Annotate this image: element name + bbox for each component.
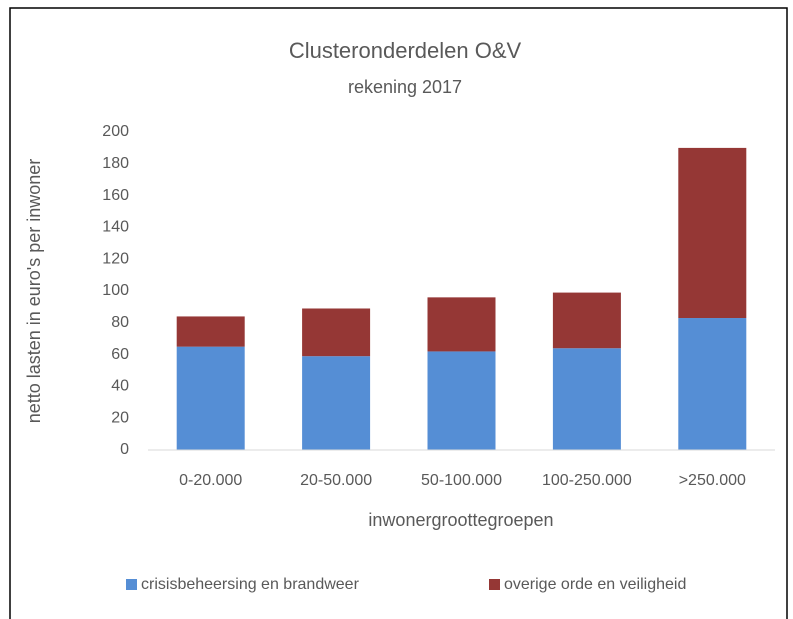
y-tick-label: 40 [111,378,129,395]
bar-segment [552,348,621,450]
bar-segment [302,356,371,450]
y-tick-label: 20 [111,409,129,426]
y-tick-label: 80 [111,314,129,331]
bar-segment [427,297,496,352]
y-tick-label: 60 [111,346,129,363]
y-tick-label: 200 [102,123,129,140]
legend-label: overige orde en veiligheid [504,576,686,593]
y-axis-title: netto lasten in euro's per inwoner [24,159,44,424]
y-tick-label: 100 [102,282,129,299]
chart-title: Clusteronderdelen O&V [289,38,522,63]
bar-segment [427,351,496,450]
y-tick-label: 180 [102,155,129,172]
x-tick-label: 50-100.000 [421,472,502,489]
legend-label: crisisbeheersing en brandweer [141,576,360,593]
legend-swatch [489,579,500,590]
bar-segment [176,346,245,450]
x-tick-label: 100-250.000 [542,472,632,489]
bar-segment [678,318,747,450]
x-axis-title: inwonergroottegroepen [368,510,553,530]
bar-segment [552,292,621,349]
bar-segment [678,147,747,319]
legend-swatch [126,579,137,590]
bar-segment [176,316,245,347]
y-tick-label: 160 [102,187,129,204]
chart-frame [9,7,788,619]
y-tick-label: 140 [102,219,129,236]
chart-subtitle: rekening 2017 [348,77,462,97]
x-tick-label: 0-20.000 [179,472,242,489]
x-tick-label: 20-50.000 [300,472,372,489]
x-tick-label: >250.000 [679,472,746,489]
bar-segment [302,308,371,357]
y-tick-label: 120 [102,250,129,267]
y-tick-label: 0 [120,441,129,458]
